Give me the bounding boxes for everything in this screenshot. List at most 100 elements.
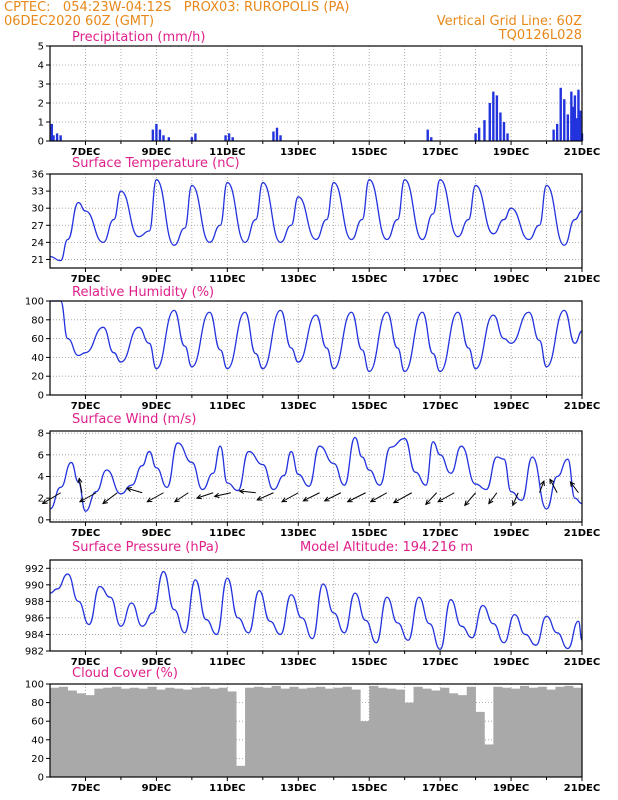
x-tick-label: 11DEC <box>209 401 245 412</box>
panel-frame <box>49 45 583 142</box>
cloud-bar <box>289 686 299 777</box>
precip-bar <box>559 87 562 141</box>
x-tick-label: 9DEC <box>142 657 171 668</box>
y-tick-label: 33 <box>31 187 44 198</box>
precip-bar <box>495 95 499 141</box>
header-date: 06DEC2020 60Z (GMT) <box>4 14 155 29</box>
cloud-bar <box>457 695 468 777</box>
cloud-bar <box>120 688 131 777</box>
cloud-bar <box>316 686 326 777</box>
cloud-bar <box>449 693 459 777</box>
wind-arrow <box>102 492 118 504</box>
y-tick-label: 2 <box>38 494 44 505</box>
x-tick-label: 15DEC <box>351 657 387 668</box>
y-tick-label: 24 <box>31 238 44 249</box>
wind-arrow <box>281 492 299 503</box>
y-tick-label: 40 <box>31 353 44 364</box>
wind-arrow-head <box>346 497 353 503</box>
cloud-bar <box>76 693 86 777</box>
wind-arrow <box>42 492 61 504</box>
cloud-bar <box>245 687 255 777</box>
cloud-bar <box>342 686 352 777</box>
cloud-bar <box>50 687 60 777</box>
y-tick-label: 0 <box>38 515 44 526</box>
wind-arrow <box>569 481 579 494</box>
cloud-bar <box>440 687 450 777</box>
precip-bar <box>50 123 53 141</box>
x-tick-label: 17DEC <box>422 783 458 794</box>
y-tick-label: 21 <box>31 255 44 266</box>
wind-arrow-head <box>256 495 263 501</box>
x-tick-label: 9DEC <box>142 783 171 794</box>
x-tick-label: 7DEC <box>71 657 100 668</box>
wind-arrow-head <box>78 497 85 503</box>
cloud-bar <box>103 687 113 777</box>
header-station: CPTEC: 054:23W-04:12S PROX03: RUROPOLIS … <box>4 0 350 15</box>
x-tick-label: 11DEC <box>209 657 245 668</box>
cloud-bar <box>165 687 175 777</box>
wind-arrow <box>78 478 83 493</box>
cloud-bar <box>129 687 139 777</box>
cloud-bar <box>85 695 95 777</box>
x-tick-label: 11DEC <box>209 147 245 158</box>
precip-bar <box>488 103 491 141</box>
cloud-bar <box>236 765 246 777</box>
x-tick-label: 21DEC <box>564 147 600 158</box>
precip-bar <box>430 137 433 141</box>
wind-arrow-head <box>173 497 180 503</box>
precip-bar <box>227 133 231 141</box>
cloud-bar <box>324 688 335 777</box>
wind-arrow <box>196 492 214 499</box>
precip-bar <box>552 129 555 141</box>
cloud-bar <box>58 686 69 777</box>
x-tick-label: 7DEC <box>71 401 100 412</box>
cloud-bar <box>404 702 414 777</box>
y-tick-label: 40 <box>31 735 44 746</box>
precip-bar <box>566 114 570 141</box>
y-tick-label: 80 <box>31 698 44 709</box>
cloud-bar <box>183 689 193 777</box>
x-tick-label: 21DEC <box>564 783 600 794</box>
wind-arrow-head <box>425 499 431 506</box>
y-tick-label: 6 <box>38 450 44 461</box>
wind-arrow <box>214 492 231 497</box>
cloud-bar <box>307 687 317 777</box>
series-line <box>49 179 583 262</box>
wind-arrow <box>370 492 388 503</box>
x-tick-label: 17DEC <box>422 147 458 158</box>
cloud-bar <box>395 689 405 777</box>
x-tick-label: 19DEC <box>493 657 529 668</box>
x-tick-label: 19DEC <box>493 147 529 158</box>
wind-arrow-head <box>213 492 220 498</box>
wind-arrow-head <box>125 486 132 492</box>
header-grid-line: Vertical Grid Line: 60Z <box>436 14 582 29</box>
y-tick-label: 2 <box>38 99 44 110</box>
y-tick-label: 984 <box>25 630 44 641</box>
cloud-bar <box>564 685 574 777</box>
x-tick-label: 17DEC <box>422 528 458 539</box>
wind-arrow <box>239 490 256 494</box>
x-tick-label: 17DEC <box>422 657 458 668</box>
precip-bar <box>575 118 578 141</box>
wind-arrow <box>126 487 143 494</box>
y-tick-label: 27 <box>31 221 44 232</box>
cloud-bar <box>67 690 77 777</box>
x-tick-label: 13DEC <box>280 657 316 668</box>
cloud-bar <box>528 687 538 777</box>
cloud-bar <box>262 687 272 777</box>
precip-bar <box>577 89 580 141</box>
y-tick-label: 100 <box>25 297 44 308</box>
x-tick-label: 21DEC <box>564 528 600 539</box>
cloud-bar <box>555 686 565 777</box>
y-tick-label: 0 <box>38 773 44 784</box>
wind-arrow-head <box>195 494 202 500</box>
x-tick-label: 19DEC <box>493 528 529 539</box>
y-tick-label: 80 <box>31 315 44 326</box>
panel-frame <box>49 173 583 269</box>
cloud-bar <box>227 691 237 777</box>
x-tick-label: 15DEC <box>351 528 387 539</box>
wind-arrow-head <box>238 488 245 495</box>
y-tick-label: 988 <box>25 597 44 608</box>
wind-arrow <box>79 492 97 503</box>
